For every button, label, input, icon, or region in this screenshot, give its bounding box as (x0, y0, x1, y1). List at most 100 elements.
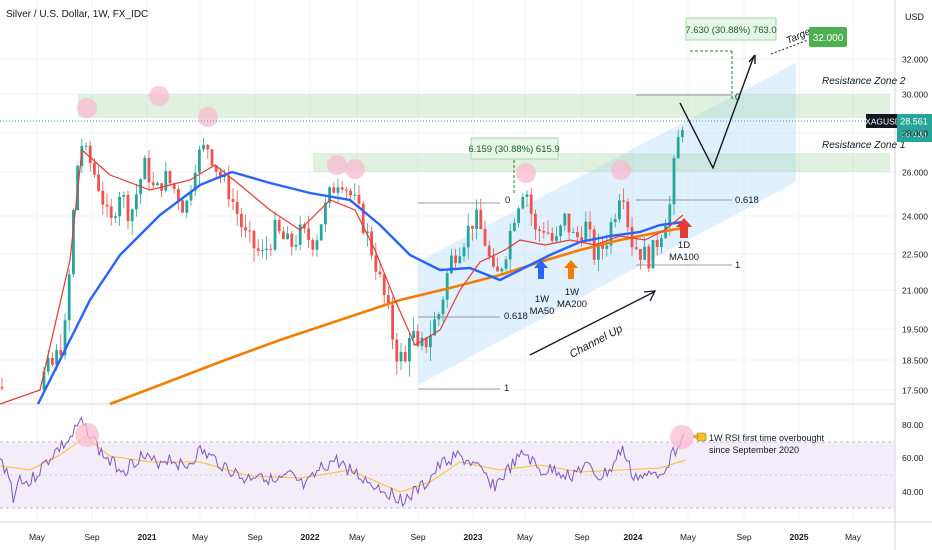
candle-body (433, 319, 436, 336)
rsi-tick-label: 60.00 (902, 453, 924, 463)
candle-body (319, 224, 323, 241)
rsi-note-line1: 1W RSI first time overbought (709, 433, 825, 443)
candle-body (0, 387, 4, 389)
fib-0618-left: 0.618 (504, 311, 528, 322)
candle-body (391, 304, 394, 340)
candle-body (534, 213, 537, 230)
rsi-note-line2: since September 2020 (709, 445, 799, 455)
candle-body (164, 171, 168, 191)
candle-body (273, 220, 277, 250)
candle-body (181, 200, 184, 213)
candle-body (202, 144, 205, 150)
candle-body (55, 350, 58, 365)
candle-body (324, 202, 327, 225)
candle-body (198, 149, 201, 173)
candle-body (395, 339, 399, 362)
fib-0-right: 0 (735, 92, 740, 103)
time-tick-label: May (845, 532, 862, 542)
candle-body (412, 331, 415, 339)
candle-body (471, 225, 474, 229)
candle-body (332, 187, 336, 193)
price-tick-label: 19.500 (902, 325, 928, 335)
candle-body (546, 232, 550, 234)
time-tick-label: Sep (84, 532, 99, 542)
candle-body (479, 209, 483, 230)
candle-body (172, 183, 176, 190)
fib-1-right: 1 (735, 260, 740, 271)
candle-body (450, 255, 453, 274)
candle-body (366, 231, 369, 234)
candle-body (378, 271, 382, 275)
candle-body (454, 255, 457, 264)
candle-body (130, 209, 134, 222)
candle-body (84, 145, 88, 147)
candle-body (151, 182, 155, 186)
ticker-price: 28.561 (900, 117, 928, 127)
target-badge-text: 32.000 (813, 33, 844, 44)
ma200-arrow-icon (564, 260, 578, 279)
candle-body (156, 183, 159, 186)
candle-body (647, 246, 651, 269)
ma200-line (109, 226, 684, 406)
candle-body (408, 338, 411, 362)
price-tick-label: 28.000 (902, 129, 928, 139)
candle-body (345, 189, 348, 191)
candle-body (361, 203, 365, 234)
channel-up-area (418, 63, 796, 385)
candle-body (634, 247, 638, 250)
ma50-arrow-icon (534, 260, 548, 279)
candle-body (114, 216, 117, 218)
currency-label: USD (905, 12, 925, 22)
candle-body (672, 158, 676, 205)
price-tick-label: 30.000 (902, 90, 928, 100)
price-tick-label: 22.500 (902, 250, 928, 260)
candle-body (466, 225, 470, 248)
ma50-marker-line2: MA50 (530, 306, 555, 317)
candle-body (622, 200, 625, 202)
candle-body (303, 224, 306, 229)
candle-body (555, 236, 558, 241)
candle-body (72, 210, 75, 275)
ma100-daily-line (0, 148, 684, 405)
price-tick-label: 18.500 (902, 356, 928, 366)
peak-circle (327, 155, 347, 175)
candle-body (353, 194, 357, 196)
rsi-tick-label: 80.00 (902, 420, 924, 430)
fib-0618-right: 0.618 (735, 195, 759, 206)
time-tick-label: May (349, 532, 366, 542)
rsi-tick-label: 40.00 (902, 487, 924, 497)
ticker-price-badge (897, 114, 932, 142)
candle-body (626, 201, 630, 228)
candle-body (88, 145, 92, 163)
ma50-line (36, 170, 684, 405)
rsi-peak-circle (75, 423, 99, 447)
time-tick-label: 2024 (624, 532, 643, 542)
time-tick-label: Sep (574, 532, 589, 542)
time-tick-label: 2025 (790, 532, 809, 542)
candle-body (567, 213, 571, 233)
candle-body (105, 204, 109, 207)
candle-body (97, 174, 100, 191)
fibonacci-lines (418, 94, 732, 390)
peak-highlight-circles (77, 86, 631, 183)
channel-up-arrowhead (643, 290, 657, 302)
candle-body (597, 242, 600, 260)
candle-body (387, 295, 390, 305)
candle-body (210, 149, 214, 166)
candle-body (676, 137, 680, 159)
candle-body (252, 230, 256, 249)
channel-up-arrow (529, 291, 655, 356)
candle-body (462, 247, 466, 257)
candle-body (93, 162, 96, 175)
candle-body (177, 189, 180, 201)
candle-body (109, 206, 113, 218)
candle-body (458, 256, 462, 264)
candle-body (576, 232, 579, 238)
candle-body (643, 246, 646, 260)
projection-path (679, 55, 755, 170)
target-badge (809, 27, 847, 47)
candle-body (668, 204, 672, 226)
candle-body (143, 157, 147, 180)
fib-1-left: 1 (504, 383, 509, 394)
